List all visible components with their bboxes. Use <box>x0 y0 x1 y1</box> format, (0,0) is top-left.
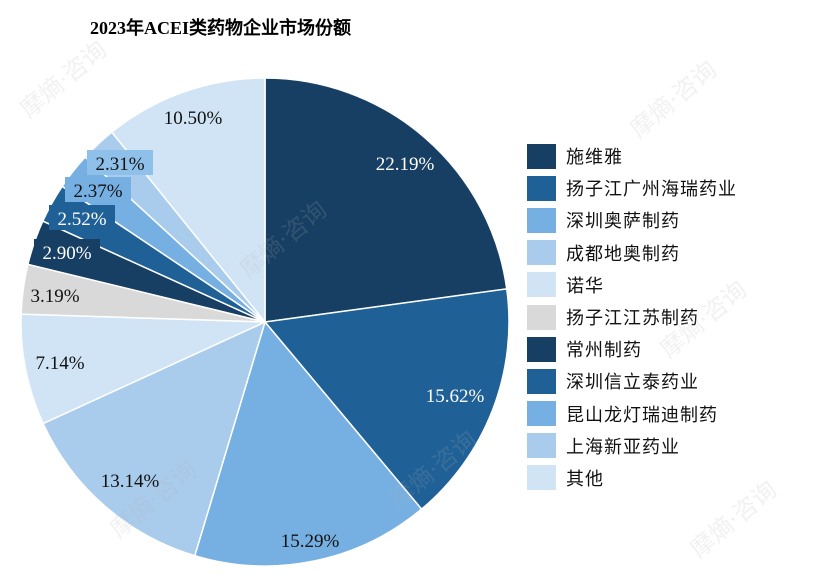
legend-label: 成都地奥制药 <box>566 243 680 265</box>
data-label: 15.29% <box>281 531 340 552</box>
legend-item: 诺华 <box>527 269 737 301</box>
data-label: 22.19% <box>376 154 435 175</box>
legend-label: 昆山龙灯瑞迪制药 <box>566 404 718 426</box>
legend-swatch <box>527 240 556 266</box>
data-label-background <box>34 239 100 264</box>
legend-label: 扬子江广州海瑞药业 <box>566 179 737 201</box>
legend-item: 昆山龙灯瑞迪制药 <box>527 398 737 430</box>
data-label: 15.62% <box>426 386 485 407</box>
pie-slice <box>193 320 423 567</box>
data-label: 10.50% <box>164 108 223 129</box>
data-label: 3.19% <box>30 286 79 307</box>
legend-swatch <box>527 336 556 362</box>
legend-swatch <box>527 368 556 394</box>
legend-item: 深圳奥萨制药 <box>527 204 737 236</box>
legend-label: 深圳奥萨制药 <box>566 211 680 233</box>
legend-item: 其他 <box>527 462 737 494</box>
legend-swatch <box>527 207 556 233</box>
legend-label: 上海新亚药业 <box>566 436 680 458</box>
legend-label: 深圳信立泰药业 <box>566 372 699 394</box>
data-label: 2.52% <box>57 209 106 230</box>
legend-swatch <box>527 304 556 330</box>
data-label-background <box>65 177 131 202</box>
data-label: 2.37% <box>73 181 122 202</box>
legend-label: 常州制药 <box>566 340 642 362</box>
legend-item: 深圳信立泰药业 <box>527 365 737 397</box>
pie-slice <box>264 77 508 323</box>
legend-item: 成都地奥制药 <box>527 237 737 269</box>
data-label: 2.90% <box>42 243 91 264</box>
legend-item: 常州制药 <box>527 333 737 365</box>
legend-label: 诺华 <box>566 275 604 297</box>
legend-label: 其他 <box>566 468 604 490</box>
data-label: 7.14% <box>35 353 84 374</box>
pie-slice <box>263 288 510 511</box>
legend-swatch <box>527 272 556 298</box>
legend-item: 扬子江江苏制药 <box>527 301 737 333</box>
legend-item: 扬子江广州海瑞药业 <box>527 172 737 204</box>
data-label-background <box>49 205 115 230</box>
data-label: 13.14% <box>101 471 160 492</box>
pie-slice <box>42 320 267 557</box>
legend-label: 施维雅 <box>566 147 623 169</box>
data-label: 2.31% <box>95 154 144 175</box>
legend-swatch <box>527 465 556 491</box>
legend-swatch <box>527 143 556 169</box>
pie-slice <box>20 313 266 425</box>
legend-swatch <box>527 433 556 459</box>
chart-title: 2023年ACEI类药物企业市场份额 <box>90 18 352 38</box>
legend-swatch <box>527 401 556 427</box>
data-label-background <box>87 150 153 175</box>
legend: 施维雅扬子江广州海瑞药业 深圳奥萨制药 成都地奥制药 诺华扬子江江苏制药 常州制药深圳信… <box>527 140 737 494</box>
legend-swatch <box>527 175 556 201</box>
legend-item: 施维雅 <box>527 140 737 172</box>
legend-label: 扬子江江苏制药 <box>566 308 699 330</box>
pie-slice <box>110 77 266 325</box>
legend-item: 上海新亚药业 <box>527 430 737 462</box>
